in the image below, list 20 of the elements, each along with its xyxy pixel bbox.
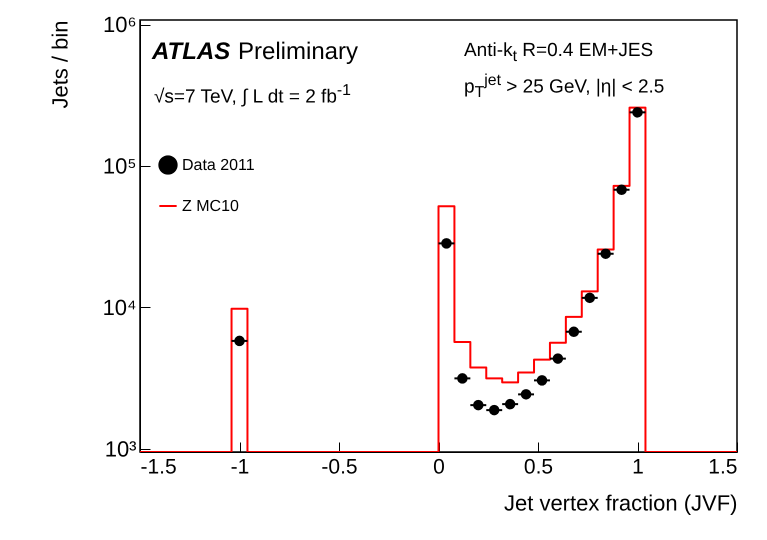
x-tick-label: 1 — [632, 456, 644, 478]
legend-label: Data 2011 — [182, 157, 255, 174]
y-tick-label: 10⁵ — [102, 154, 136, 179]
annotation: Preliminary — [238, 38, 358, 66]
x-tick-label: 1.5 — [708, 456, 738, 478]
x-tick-label: 0 — [433, 456, 445, 478]
x-tick-label: -1 — [230, 456, 250, 478]
annotation: √s=7 TeV, ∫ L dt = 2 fb$^{-1}$ — [154, 82, 351, 108]
annotation: ATLAS — [152, 38, 230, 66]
annotation: p$_{T}$$^{jet}$ > 25 GeV, |η| < 2.5 — [464, 72, 664, 102]
y-tick-label: 10³ — [104, 436, 136, 462]
y-tick-label: 10⁶ — [102, 12, 136, 38]
x-axis-title: Jet vertex fraction (JVF) — [504, 490, 738, 516]
y-axis-title: Jets / bin — [48, 20, 73, 109]
x-tick-label: -1.5 — [140, 456, 177, 478]
x-tick-label: -0.5 — [321, 456, 358, 478]
legend-label: Z MC10 — [182, 198, 239, 215]
x-tick-label: 0.5 — [524, 456, 554, 478]
annotation: Anti-k$_{t}$ R=0.4 EM+JES — [464, 40, 654, 66]
y-tick-label: 10⁴ — [102, 294, 136, 320]
